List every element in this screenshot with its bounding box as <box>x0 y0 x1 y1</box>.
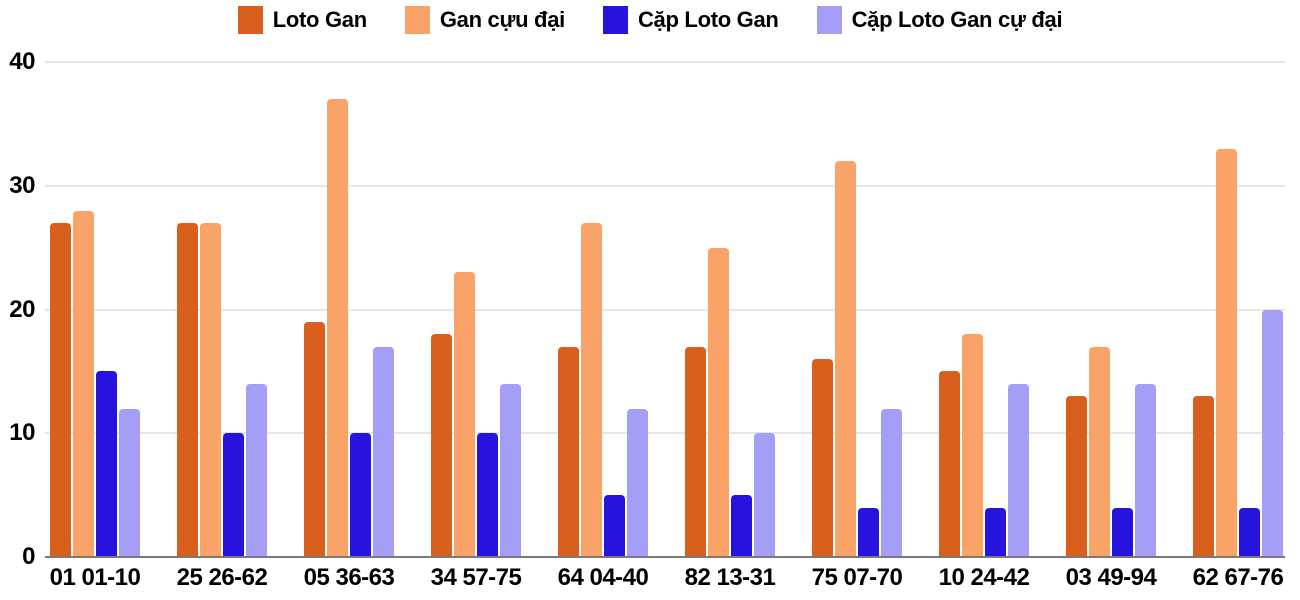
x-category-label: 03 49-94 <box>1065 564 1157 592</box>
bar-series4-82-13-31 <box>754 433 775 557</box>
y-tick-label: 10 <box>9 419 35 447</box>
bar-series4-05-36-63 <box>373 346 394 557</box>
bar-group-10-24-42 <box>939 334 1029 557</box>
x-category-label-text: 75 07-70 <box>811 564 903 591</box>
bar-series4-03-49-94 <box>1135 383 1156 557</box>
y-tick-label: 40 <box>9 48 35 75</box>
bar-series2-34-57-75 <box>454 272 475 557</box>
chart-legend: Loto Gan Gan cựu đại Cặp Loto Gan Cặp Loto … <box>0 6 1300 34</box>
bar-series1-25-26-62 <box>177 222 198 557</box>
bar-series2-64-04-40 <box>581 222 602 557</box>
bar-series3-75-07-70 <box>858 507 879 557</box>
x-category-label: 05 36-63 <box>303 564 395 592</box>
bar-group-05-36-63 <box>304 99 394 557</box>
bar-series4-01-01-10 <box>119 408 140 557</box>
x-category-label: 64 04-40 <box>557 564 649 592</box>
bar-series2-62-67-76 <box>1216 148 1237 557</box>
x-category-label-text: 82 13-31 <box>684 564 776 591</box>
bar-group-34-57-75 <box>431 272 521 557</box>
gridline <box>45 432 1285 435</box>
legend-label: Cặp Loto Gan <box>637 7 779 32</box>
bar-group-03-49-94 <box>1066 346 1156 557</box>
bar-series1-34-57-75 <box>431 334 452 557</box>
legend-item-1: Loto Gan <box>237 6 367 34</box>
bar-series1-75-07-70 <box>812 359 833 557</box>
bar-series1-03-49-94 <box>1066 396 1087 557</box>
x-category-label-text: 64 04-40 <box>557 564 649 591</box>
y-tick-label: 30 <box>9 171 35 199</box>
bar-series3-34-57-75 <box>477 433 498 557</box>
bar-series4-34-57-75 <box>500 383 521 557</box>
bar-series3-25-26-62 <box>223 433 244 557</box>
gridline <box>45 308 1285 311</box>
x-category-label: 62 67-76 <box>1192 564 1284 592</box>
bar-series2-25-26-62 <box>200 222 221 557</box>
bar-series3-10-24-42 <box>985 507 1006 557</box>
bar-group-75-07-70 <box>812 161 902 557</box>
plot-area <box>45 61 1285 558</box>
bar-group-25-26-62 <box>177 222 267 557</box>
bar-series3-62-67-76 <box>1239 507 1260 557</box>
legend-swatch-icon <box>816 6 842 34</box>
bar-series4-25-26-62 <box>246 383 267 557</box>
legend-swatch-icon <box>237 6 263 34</box>
y-tick-label: 20 <box>9 295 35 323</box>
x-category-label-text: 05 36-63 <box>303 564 395 591</box>
bar-series2-03-49-94 <box>1089 346 1110 557</box>
x-category-label-text: 34 57-75 <box>430 564 522 591</box>
bar-series2-10-24-42 <box>962 334 983 557</box>
legend-item-3: Cặp Loto Gan <box>602 6 779 34</box>
x-category-label: 01 01-10 <box>49 564 141 592</box>
bar-series1-64-04-40 <box>558 346 579 557</box>
legend-swatch-icon <box>404 6 430 34</box>
bar-series4-10-24-42 <box>1008 383 1029 557</box>
x-category-label-text: 10 24-42 <box>938 564 1030 591</box>
bar-series3-64-04-40 <box>604 495 625 557</box>
bar-series3-03-49-94 <box>1112 507 1133 557</box>
x-category-label: 75 07-70 <box>811 564 903 592</box>
x-category-label-text: 62 67-76 <box>1192 564 1284 591</box>
bar-series2-01-01-10 <box>73 210 94 557</box>
gridline <box>45 184 1285 187</box>
bar-group-82-13-31 <box>685 247 775 557</box>
bar-series1-10-24-42 <box>939 371 960 557</box>
bar-series3-05-36-63 <box>350 433 371 557</box>
bar-series1-05-36-63 <box>304 321 325 557</box>
bar-series2-05-36-63 <box>327 99 348 557</box>
bar-series4-62-67-76 <box>1262 309 1283 557</box>
bar-series2-75-07-70 <box>835 161 856 557</box>
bar-series1-82-13-31 <box>685 346 706 557</box>
x-category-label: 82 13-31 <box>684 564 776 592</box>
legend-swatch-icon <box>602 6 628 34</box>
legend-label: Gan cựu đại <box>439 7 565 32</box>
bar-series4-64-04-40 <box>627 408 648 557</box>
bar-series4-75-07-70 <box>881 408 902 557</box>
x-category-label: 25 26-62 <box>176 564 268 592</box>
legend-item-4: Cặp Loto Gan cự đại <box>816 6 1063 34</box>
gridline <box>45 61 1285 63</box>
bar-series1-01-01-10 <box>50 222 71 557</box>
legend-label: Loto Gan <box>272 7 367 32</box>
bar-group-64-04-40 <box>558 222 648 557</box>
bar-group-01-01-10 <box>50 210 140 557</box>
legend-item-2: Gan cựu đại <box>404 6 565 34</box>
x-category-label-text: 03 49-94 <box>1065 564 1157 591</box>
x-category-label-text: 01 01-10 <box>49 564 141 591</box>
legend-label: Cặp Loto Gan cự đại <box>851 7 1063 32</box>
x-axis-line <box>45 556 1285 558</box>
x-category-label: 10 24-42 <box>938 564 1030 592</box>
bar-series3-82-13-31 <box>731 495 752 557</box>
x-category-label: 34 57-75 <box>430 564 522 592</box>
x-category-label-text: 25 26-62 <box>176 564 268 591</box>
bar-series1-62-67-76 <box>1193 396 1214 557</box>
bar-series3-01-01-10 <box>96 371 117 557</box>
y-tick-label: 0 <box>22 543 35 570</box>
bar-series2-82-13-31 <box>708 247 729 557</box>
bar-group-62-67-76 <box>1193 148 1283 557</box>
